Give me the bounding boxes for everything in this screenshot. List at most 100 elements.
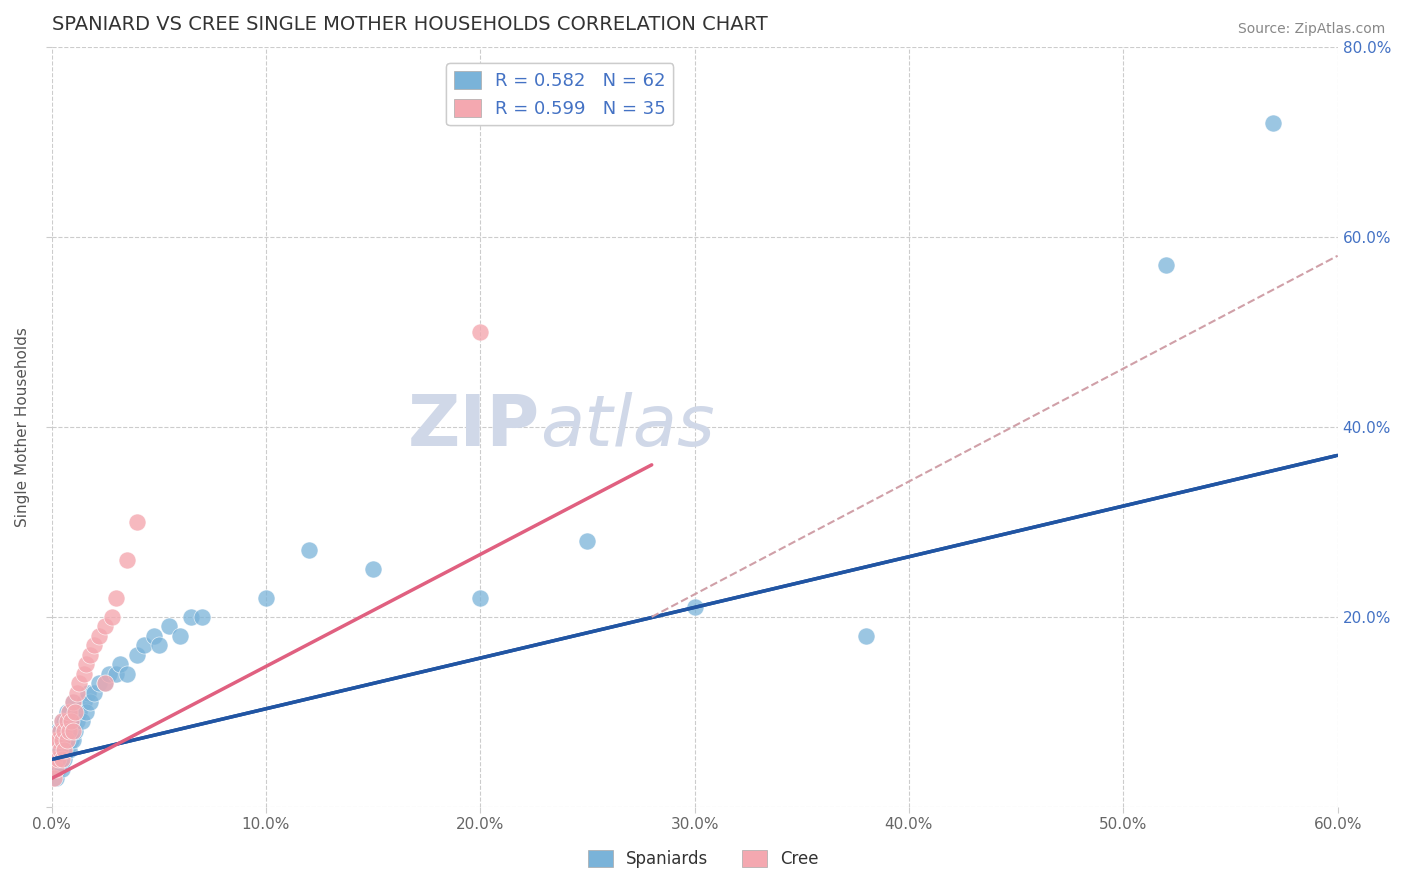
Point (46, 743, 69, 757)
Point (53, 752, 76, 766)
Point (683, 600, 706, 615)
Point (67, 705, 90, 719)
Point (87, 629, 110, 643)
Point (127, 515, 149, 529)
Point (79, 648, 101, 662)
Point (53, 733, 76, 747)
Point (157, 619, 180, 633)
Point (51, 714, 73, 729)
Point (42, 752, 65, 766)
Text: SPANIARD VS CREE SINGLE MOTHER HOUSEHOLDS CORRELATION CHART: SPANIARD VS CREE SINGLE MOTHER HOUSEHOLD… (52, 15, 768, 34)
Point (576, 533, 599, 548)
Legend: Spaniards, Cree: Spaniards, Cree (581, 843, 825, 875)
Point (66, 714, 89, 729)
Point (127, 648, 149, 662)
Point (87, 676, 110, 690)
Point (53, 743, 76, 757)
Point (49, 723, 72, 738)
Point (79, 695, 101, 709)
Point (58, 705, 80, 719)
Point (62, 714, 84, 729)
Point (58, 705, 80, 719)
Point (70, 714, 93, 729)
Point (180, 610, 202, 624)
Point (51, 762, 73, 776)
Point (73, 695, 96, 709)
Point (75, 705, 97, 719)
Point (59, 714, 82, 729)
Point (62, 695, 84, 709)
Point (62, 733, 84, 747)
Y-axis label: Single Mother Households: Single Mother Households (15, 326, 30, 527)
Point (51, 714, 73, 729)
Point (51, 752, 73, 766)
Point (53, 723, 76, 738)
Point (46, 762, 69, 776)
Point (63, 705, 86, 719)
Point (75, 657, 97, 672)
Point (58, 743, 80, 757)
Point (46, 723, 69, 738)
Point (42, 752, 65, 766)
Point (46, 733, 69, 747)
Point (59, 714, 82, 729)
Point (94, 676, 117, 690)
Point (470, 591, 492, 605)
Point (46, 752, 69, 766)
Text: ZIP: ZIP (408, 392, 540, 461)
Point (298, 543, 321, 558)
Point (51, 733, 73, 747)
Point (169, 629, 191, 643)
Point (46, 733, 69, 747)
Point (104, 591, 127, 605)
Point (53, 714, 76, 729)
Point (63, 723, 86, 738)
Point (55, 714, 77, 729)
Point (1263, 116, 1285, 130)
Point (1154, 258, 1177, 272)
Point (55, 723, 77, 738)
Point (115, 553, 138, 567)
Point (104, 667, 127, 681)
Point (55, 743, 77, 757)
Point (94, 619, 117, 633)
Point (49, 743, 72, 757)
Point (108, 657, 131, 672)
Text: atlas: atlas (540, 392, 714, 461)
Point (77, 686, 100, 700)
Point (45, 762, 67, 776)
Point (100, 610, 122, 624)
Point (62, 723, 84, 738)
Point (254, 591, 277, 605)
Point (51, 743, 73, 757)
Point (45, 733, 67, 747)
Point (67, 676, 90, 690)
Point (62, 695, 84, 709)
Point (132, 639, 155, 653)
Legend: R = 0.582   N = 62, R = 0.599   N = 35: R = 0.582 N = 62, R = 0.599 N = 35 (446, 63, 673, 126)
Point (361, 562, 384, 576)
Point (148, 639, 170, 653)
Point (55, 705, 77, 719)
Point (45, 772, 67, 786)
Point (51, 733, 73, 747)
Point (94, 676, 117, 690)
Point (73, 667, 96, 681)
Point (42, 772, 65, 786)
Text: Source: ZipAtlas.com: Source: ZipAtlas.com (1237, 22, 1385, 37)
Point (115, 667, 138, 681)
Point (190, 610, 212, 624)
Point (143, 629, 166, 643)
Point (59, 733, 82, 747)
Point (855, 629, 877, 643)
Point (49, 733, 72, 747)
Point (49, 723, 72, 738)
Point (45, 743, 67, 757)
Point (58, 723, 80, 738)
Point (98, 667, 121, 681)
Point (45, 752, 67, 766)
Point (58, 723, 80, 738)
Point (470, 325, 492, 339)
Point (83, 639, 105, 653)
Point (83, 686, 105, 700)
